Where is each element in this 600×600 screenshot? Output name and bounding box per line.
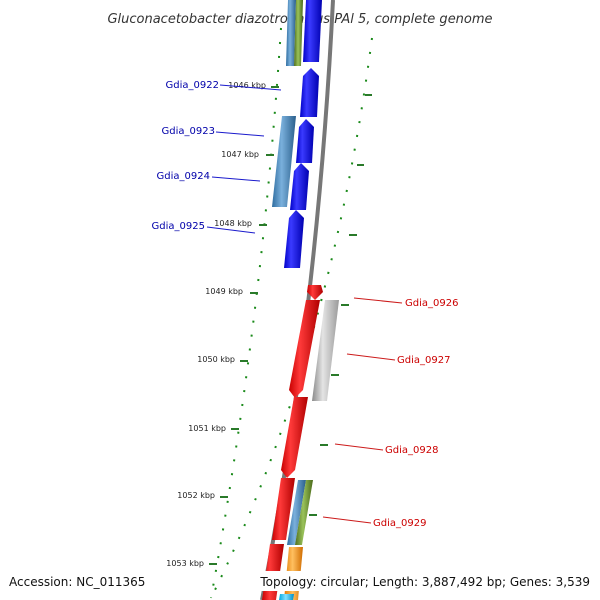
gene-label-gdia-0925[interactable]: Gdia_0925 [152, 221, 205, 232]
footer-topology: Topology: circular; Length: 3,887,492 bp… [259, 575, 590, 589]
gene-label-gdia-0929[interactable]: Gdia_0929 [373, 518, 426, 529]
leader-line-gdia-0927 [346, 353, 396, 361]
leader-line-gdia-0929 [322, 516, 372, 524]
leader-line-gdia-0926 [353, 297, 403, 304]
leader-line-gdia-0922 [219, 84, 282, 91]
gene-feature-olive-bottom [295, 480, 313, 545]
tick-label-1052: 1052 kbp [177, 491, 215, 500]
footer-accession-bg [6, 571, 156, 591]
gene-arrow-gdia-0928 [281, 397, 308, 478]
gene-label-gdia-0926[interactable]: Gdia_0926 [405, 298, 458, 309]
gene-feature-steel [272, 116, 296, 207]
gene-arrow-gdia-0927 [289, 300, 320, 398]
gene-label-gdia-0927[interactable]: Gdia_0927 [397, 355, 450, 366]
tick-label-1046: 1046 kbp [228, 81, 266, 90]
gene-label-gdia-0928[interactable]: Gdia_0928 [385, 445, 438, 456]
gene-feature-cyan [279, 594, 294, 600]
gene-label-gdia-0922[interactable]: Gdia_0922 [166, 80, 219, 91]
tick-label-1047: 1047 kbp [221, 150, 259, 159]
tick-label-1049: 1049 kbp [205, 287, 243, 296]
gene-feature-steel-top [286, 0, 296, 66]
gene-feature-olive-top [294, 0, 303, 66]
leader-line-gdia-0925 [206, 226, 256, 234]
gene-arrow-gdia-0925 [284, 210, 304, 268]
leader-line-gdia-0928 [334, 443, 384, 451]
gene-arrow-gdia-0924 [290, 163, 309, 210]
gene-arrow-gdia-0922 [300, 68, 319, 117]
tick-label-1050: 1050 kbp [197, 355, 235, 364]
leader-line-gdia-0924 [211, 176, 261, 182]
gene-label-gdia-0923[interactable]: Gdia_0923 [162, 126, 215, 137]
gene-label-gdia-0924[interactable]: Gdia_0924 [157, 171, 210, 182]
footer-topology-bg [256, 571, 596, 591]
leader-line-gdia-0923 [215, 131, 265, 137]
footer-accession: Accession: NC_011365 [9, 575, 145, 589]
inner-dotted-ring [210, 27, 282, 599]
tick-label-1048: 1048 kbp [214, 219, 252, 228]
gene-arrow-gdia-0929 [272, 478, 295, 540]
gene-arrow-gdia-0923 [296, 119, 314, 163]
gene-forward-top [303, 0, 322, 62]
gene-feature-grey [312, 300, 339, 401]
gene-arrow-gdia-0926 [307, 285, 323, 300]
tick-label-1053: 1053 kbp [166, 559, 204, 568]
tick-label-1051: 1051 kbp [188, 424, 226, 433]
gene-feature-steel-bottom [287, 480, 306, 545]
